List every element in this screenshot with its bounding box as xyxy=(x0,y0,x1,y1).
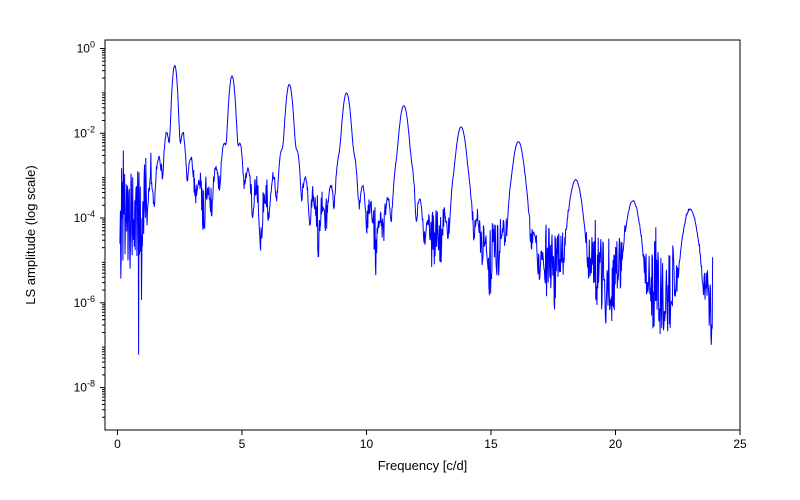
x-axis-label: Frequency [c/d] xyxy=(378,458,468,473)
plot-frame xyxy=(105,40,740,430)
x-tick-label: 0 xyxy=(114,437,121,451)
chart-svg: 0 5 10 15 20 25 10-8 10-6 10-4 10-2 100 Frequency [… xyxy=(0,0,800,500)
y-tick-label: 10-8 xyxy=(74,379,95,395)
x-tick-label: 20 xyxy=(609,437,623,451)
x-tick-label: 15 xyxy=(484,437,498,451)
y-axis-label: LS amplitude (log scale) xyxy=(23,165,38,304)
x-tick-label: 5 xyxy=(239,437,246,451)
periodogram-line xyxy=(120,66,713,355)
x-tick-label: 25 xyxy=(733,437,747,451)
y-tick-label: 10-4 xyxy=(74,209,95,225)
y-tick-label: 10-6 xyxy=(74,294,95,310)
y-tick-label: 100 xyxy=(77,39,95,55)
y-tick-label: 10-2 xyxy=(74,124,95,140)
periodogram-chart: 0 5 10 15 20 25 10-8 10-6 10-4 10-2 100 Frequency [… xyxy=(0,0,800,500)
x-tick-label: 10 xyxy=(360,437,374,451)
